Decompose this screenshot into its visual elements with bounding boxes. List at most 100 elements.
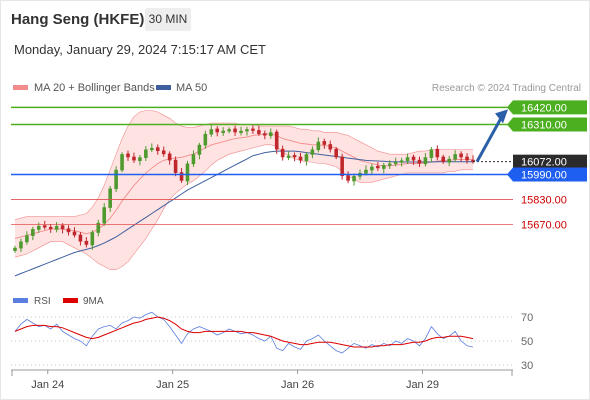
time-axis-label: Jan 29: [406, 379, 439, 391]
time-axis-label: Jan 26: [281, 379, 314, 391]
candle-body: [435, 148, 440, 158]
candle-body: [108, 188, 112, 208]
instrument-title: Hang Seng (HKFE): [11, 11, 145, 28]
candle-body: [322, 141, 327, 145]
candle-body: [144, 149, 148, 158]
candle-body: [161, 150, 166, 155]
rsi-tick-label: 50: [521, 336, 533, 348]
level-label-resistance: 16420.00: [521, 102, 567, 114]
candle-body: [381, 165, 386, 169]
candle-body: [72, 231, 77, 236]
candle-body: [411, 156, 416, 161]
legend-label-rsi: RSI: [34, 296, 51, 307]
candle-body: [132, 156, 136, 161]
candle-body: [13, 247, 17, 251]
rsi-tick-label: 30: [521, 360, 533, 372]
level-label-support_red: 15830.00: [521, 194, 567, 206]
candle-body: [239, 130, 243, 133]
candle-body: [96, 222, 101, 233]
candle-body: [84, 240, 89, 245]
forecast-arrow-shaft: [475, 115, 504, 163]
candle-body: [405, 157, 410, 162]
candle-body: [102, 207, 107, 224]
candle-body: [179, 172, 184, 181]
candle-body: [126, 153, 130, 158]
candle-body: [441, 156, 446, 162]
legend-swatch-rsi: [13, 298, 28, 303]
candle-body: [328, 144, 333, 150]
candle-body: [465, 156, 469, 161]
candle-body: [197, 144, 202, 155]
candle-body: [25, 235, 29, 243]
candle-body: [36, 225, 41, 230]
candle-body: [459, 153, 463, 158]
rsi-ma-line: [14, 316, 474, 348]
candle-body: [233, 128, 237, 133]
candle-body: [191, 154, 196, 165]
candle-body: [310, 149, 315, 155]
candle-body: [221, 130, 225, 133]
candle-body: [316, 141, 321, 151]
candle-body: [263, 133, 267, 136]
current-price-badge: [513, 154, 587, 169]
level-badge-support_blue: [507, 167, 587, 182]
candle-body: [227, 129, 231, 132]
candle-body: [42, 225, 47, 228]
candle-body: [340, 156, 344, 177]
candle-body: [334, 148, 338, 158]
rsi-line: [14, 311, 474, 354]
level-badge-resistance: [507, 100, 587, 115]
forecast-arrow-head: [495, 109, 508, 124]
candle-body: [155, 147, 160, 152]
candle-body: [54, 225, 59, 230]
candle-body: [60, 225, 65, 230]
level-badge-resistance: [507, 117, 587, 132]
candle-body: [120, 154, 124, 171]
legend-label-ma50: MA 50: [176, 82, 207, 94]
candle-body: [90, 232, 95, 246]
candle-body: [447, 158, 452, 163]
level-label-support_red: 15670.00: [521, 219, 567, 231]
bollinger-band-fill: [15, 110, 473, 270]
candle-body: [257, 130, 261, 134]
legend-label-rsi-ma: 9MA: [83, 296, 104, 307]
candle-body: [209, 129, 214, 135]
bollinger-lower-line: [14, 144, 473, 270]
candle-body: [150, 147, 154, 151]
candle-body: [292, 155, 297, 158]
candle-body: [429, 149, 434, 158]
candle-body: [304, 154, 309, 162]
rsi-tick-label: 70: [521, 312, 533, 324]
legend-swatch-ma50: [156, 85, 171, 90]
candle-body: [203, 133, 208, 146]
candle-body: [298, 156, 303, 161]
legend-swatch-rsi-ma: [63, 298, 78, 303]
candle-body: [215, 128, 220, 133]
ma50-line: [14, 150, 473, 277]
candle-body: [352, 176, 356, 182]
candle-body: [268, 132, 273, 137]
candle-body: [370, 166, 374, 171]
time-axis-label: Jan 24: [31, 379, 64, 391]
candle-body: [31, 229, 35, 236]
candle-body: [423, 157, 428, 165]
time-axis: Jan 24 Jan 25 Jan 26 Jan 29: [11, 369, 513, 391]
candle-body: [167, 153, 172, 161]
candle-body: [453, 154, 457, 160]
candle-body: [48, 226, 53, 230]
candle-body: [393, 161, 398, 165]
legend-label-bollinger: MA 20 + Bollinger Bands: [34, 82, 155, 94]
rsi-plot: 70 50 30: [11, 311, 533, 372]
candle-body: [138, 157, 142, 162]
candle-body: [185, 163, 190, 182]
candle-body: [364, 169, 368, 174]
interval-button[interactable]: 30 MIN: [145, 8, 191, 31]
time-axis-label: Jan 25: [156, 379, 189, 391]
candle-body: [251, 128, 255, 131]
candle-body: [19, 241, 23, 249]
candle-body: [376, 166, 380, 169]
candle-body: [286, 155, 291, 158]
level-label-support_blue: 15990.00: [521, 169, 567, 181]
